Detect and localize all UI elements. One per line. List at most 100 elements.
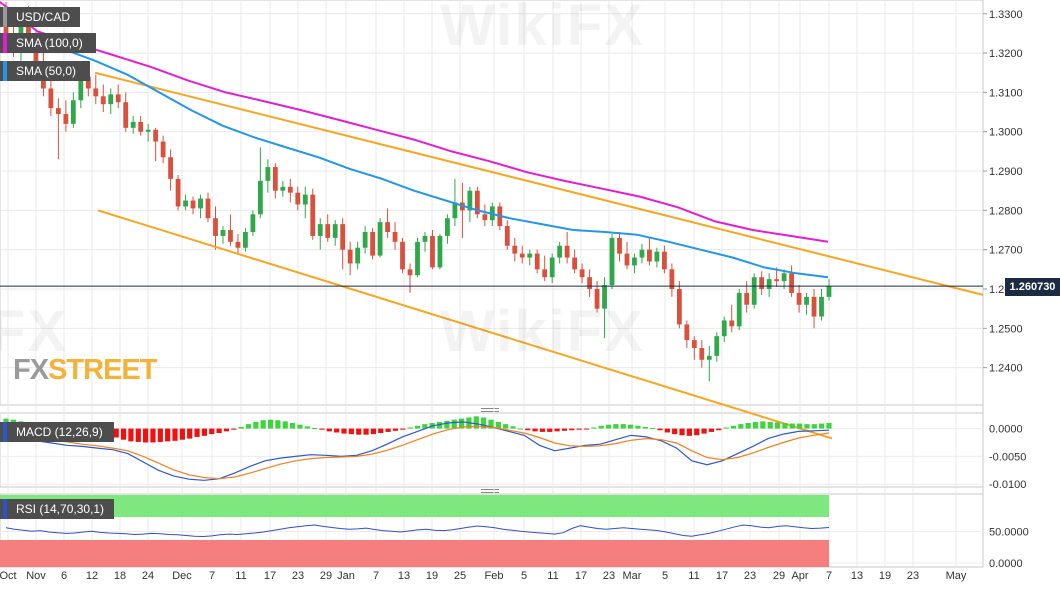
macd-hist-bar [297, 424, 303, 429]
x-tick-label: 13 [851, 570, 863, 582]
candle [280, 180, 286, 197]
candle [302, 186, 308, 219]
rsi-oversold-zone [0, 540, 829, 567]
candle [504, 220, 510, 250]
candle [624, 241, 630, 270]
macd-hist-bar [532, 428, 538, 432]
candle-body [257, 180, 263, 215]
macd-legend[interactable]: MACD (12,26,9) [0, 422, 114, 442]
price-layer [0, 1, 984, 440]
candle-body [542, 269, 548, 278]
channel-lower-line [97, 209, 833, 440]
candle-body [145, 129, 151, 132]
symbol-legend[interactable]: USD/CAD [0, 7, 80, 27]
macd-hist-bar [539, 428, 546, 432]
candle [445, 214, 450, 244]
candle [108, 88, 114, 115]
candle [93, 74, 99, 105]
candle [609, 233, 615, 290]
rsi-label: RSI (14,70,30,1) [16, 502, 105, 516]
sma100-label: SMA (100,0) [16, 36, 83, 50]
candle-body [572, 257, 578, 270]
candle [310, 188, 316, 240]
candle [542, 255, 548, 282]
candle [684, 320, 690, 348]
symbol-swatch [3, 7, 7, 27]
candle-body [220, 230, 226, 236]
macd-hist-bar [135, 428, 141, 442]
rsi-layer [0, 495, 830, 567]
price-tick-label: 1.2400 [989, 363, 1023, 375]
x-tick-label: Apr [791, 570, 808, 582]
macd-hist-bar [517, 428, 523, 430]
candle [235, 233, 241, 254]
x-tick-label: Oct [0, 570, 17, 582]
macd-swatch [3, 422, 7, 442]
candle-body [63, 114, 69, 124]
macd-hist-bar [620, 424, 626, 429]
rsi-swatch [3, 499, 7, 519]
candle-body [729, 320, 735, 327]
x-tick-label: 18 [114, 570, 126, 582]
wikifx-watermark-left: FX [0, 299, 69, 364]
x-tick-label: Feb [485, 570, 504, 582]
rsi-legend[interactable]: RSI (14,70,30,1) [0, 499, 114, 519]
candle-body [108, 94, 114, 105]
macd-hist-bar [378, 428, 384, 434]
candle [654, 247, 660, 268]
candle [587, 269, 592, 297]
macd-hist-bar [569, 428, 575, 431]
candle [632, 253, 637, 274]
sma50-legend[interactable]: SMA (50,0) [0, 61, 90, 81]
macd-layer [3, 416, 832, 481]
macd-hist-bar [238, 426, 244, 429]
macd-hist-bar [260, 420, 266, 429]
candle [751, 273, 757, 309]
macd-hist-bar [481, 417, 487, 429]
sma100-legend[interactable]: SMA (100,0) [0, 33, 96, 53]
candle [392, 222, 398, 250]
candle [168, 149, 173, 191]
candle [647, 237, 652, 266]
macd-hist-bar [789, 423, 795, 429]
candle-body [70, 100, 76, 124]
x-tick-label: 19 [879, 570, 891, 582]
candle [534, 249, 540, 274]
candle-body [78, 76, 84, 101]
x-tick-label: 23 [292, 570, 304, 582]
candle [519, 245, 525, 264]
macd-hist-bar [510, 426, 516, 429]
candle [340, 218, 346, 270]
candle [729, 304, 735, 333]
sma50-line [0, 34, 829, 279]
signal-line [5, 425, 830, 480]
candle-body [766, 279, 772, 290]
candle-body [452, 202, 458, 219]
x-tick-label: 6 [61, 570, 67, 582]
rsi-line [5, 524, 830, 538]
macd-hist-bar [458, 418, 465, 429]
x-tick-label: 17 [716, 570, 728, 582]
macd-hist-bar [216, 428, 222, 434]
macd-hist-bar [282, 421, 288, 429]
macd-hist-bar [503, 424, 509, 429]
macd-hist-bar [635, 425, 641, 429]
price-tick-label: 1.3100 [989, 87, 1023, 99]
rsi-overbought-zone [0, 495, 829, 517]
macd-hist-bar [797, 423, 803, 429]
macd-hist-bar [422, 424, 428, 429]
macd-hist-bar [554, 428, 560, 432]
macd-hist-bar [804, 424, 810, 429]
candle-body [474, 190, 480, 215]
price-tick-label: 1.2700 [989, 245, 1023, 257]
axis-layer: Oct Nov 6 12 18 24 Dec 7 11 17 23 29 Jan 7 13 19 25 Feb 5 1… [0, 9, 1029, 582]
macd-hist-bar [657, 428, 663, 431]
candle [706, 346, 712, 382]
macd-hist-bar [392, 428, 399, 431]
candle-body [632, 257, 637, 266]
macd-hist-bar [642, 426, 648, 429]
macd-hist-bar [547, 428, 553, 432]
candle-body [287, 186, 293, 193]
candle [400, 237, 405, 274]
